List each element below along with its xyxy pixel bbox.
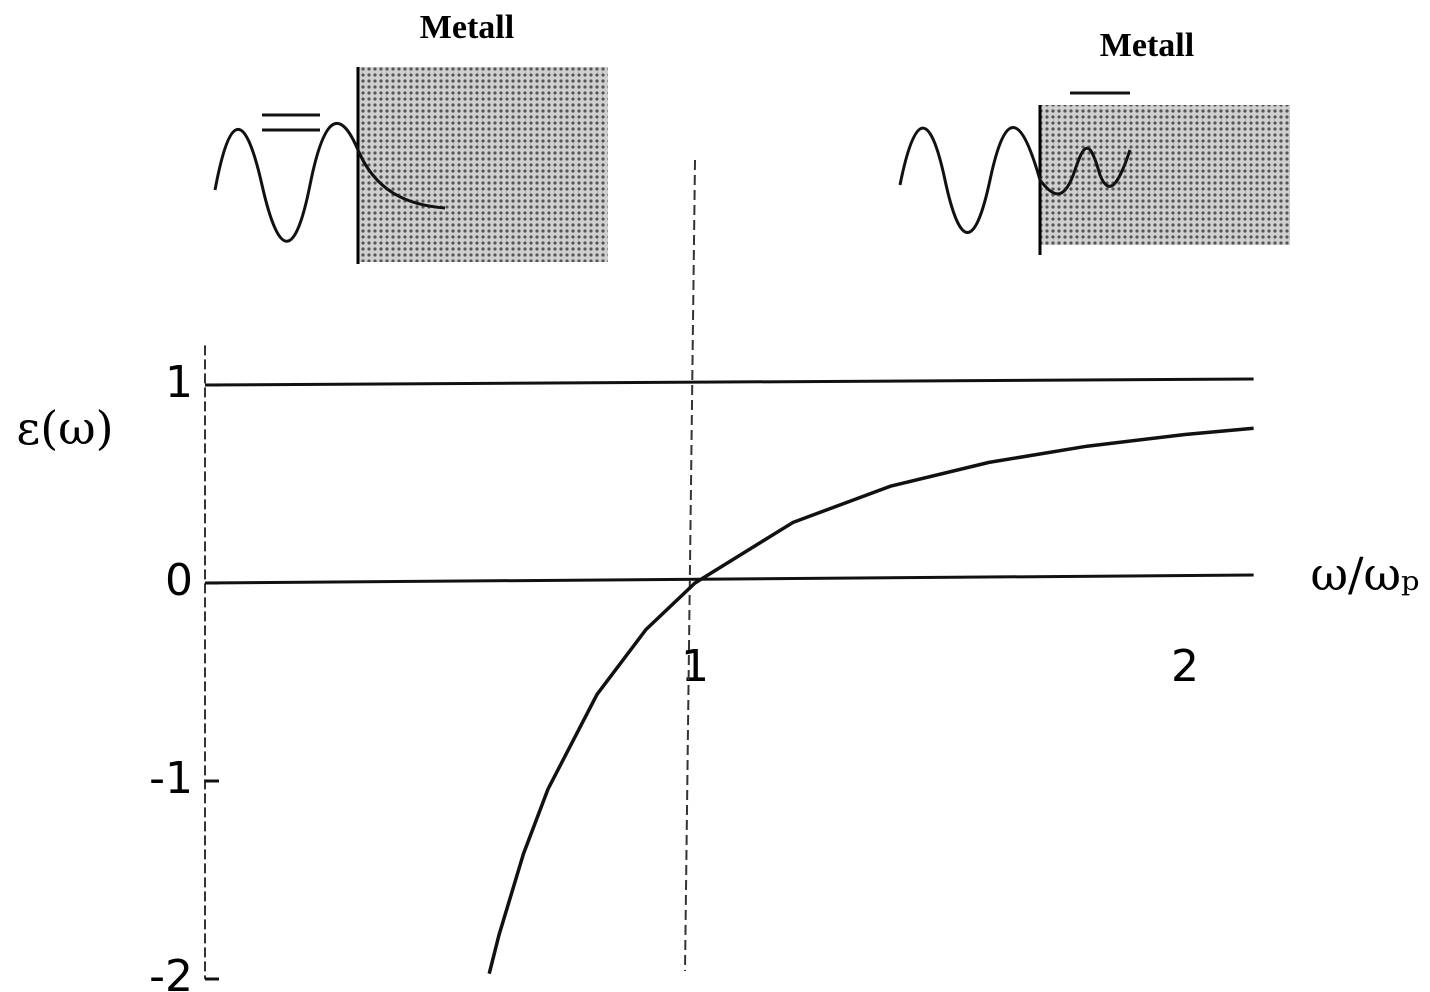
y-axis-label: ε(ω) <box>16 401 113 455</box>
reference-line <box>684 159 696 972</box>
annotation: Metall <box>420 9 514 46</box>
y-tick-label: 0 <box>165 555 193 606</box>
inset-reflection: Metall <box>213 9 608 264</box>
annotation: Metall <box>1100 27 1194 64</box>
x-tick-label: 1 <box>681 641 709 692</box>
x-axis <box>204 573 1254 585</box>
curve <box>487 426 1254 975</box>
x-axis-label: ω/ωₚ <box>1311 547 1420 601</box>
reference-line <box>204 377 1254 387</box>
x-tick-label: 2 <box>1171 641 1199 692</box>
y-tick-label: -1 <box>149 753 193 804</box>
y-tick-label: 1 <box>165 357 193 408</box>
y-tick-label: -2 <box>149 951 193 992</box>
inset-transmission: Metall <box>898 27 1290 255</box>
